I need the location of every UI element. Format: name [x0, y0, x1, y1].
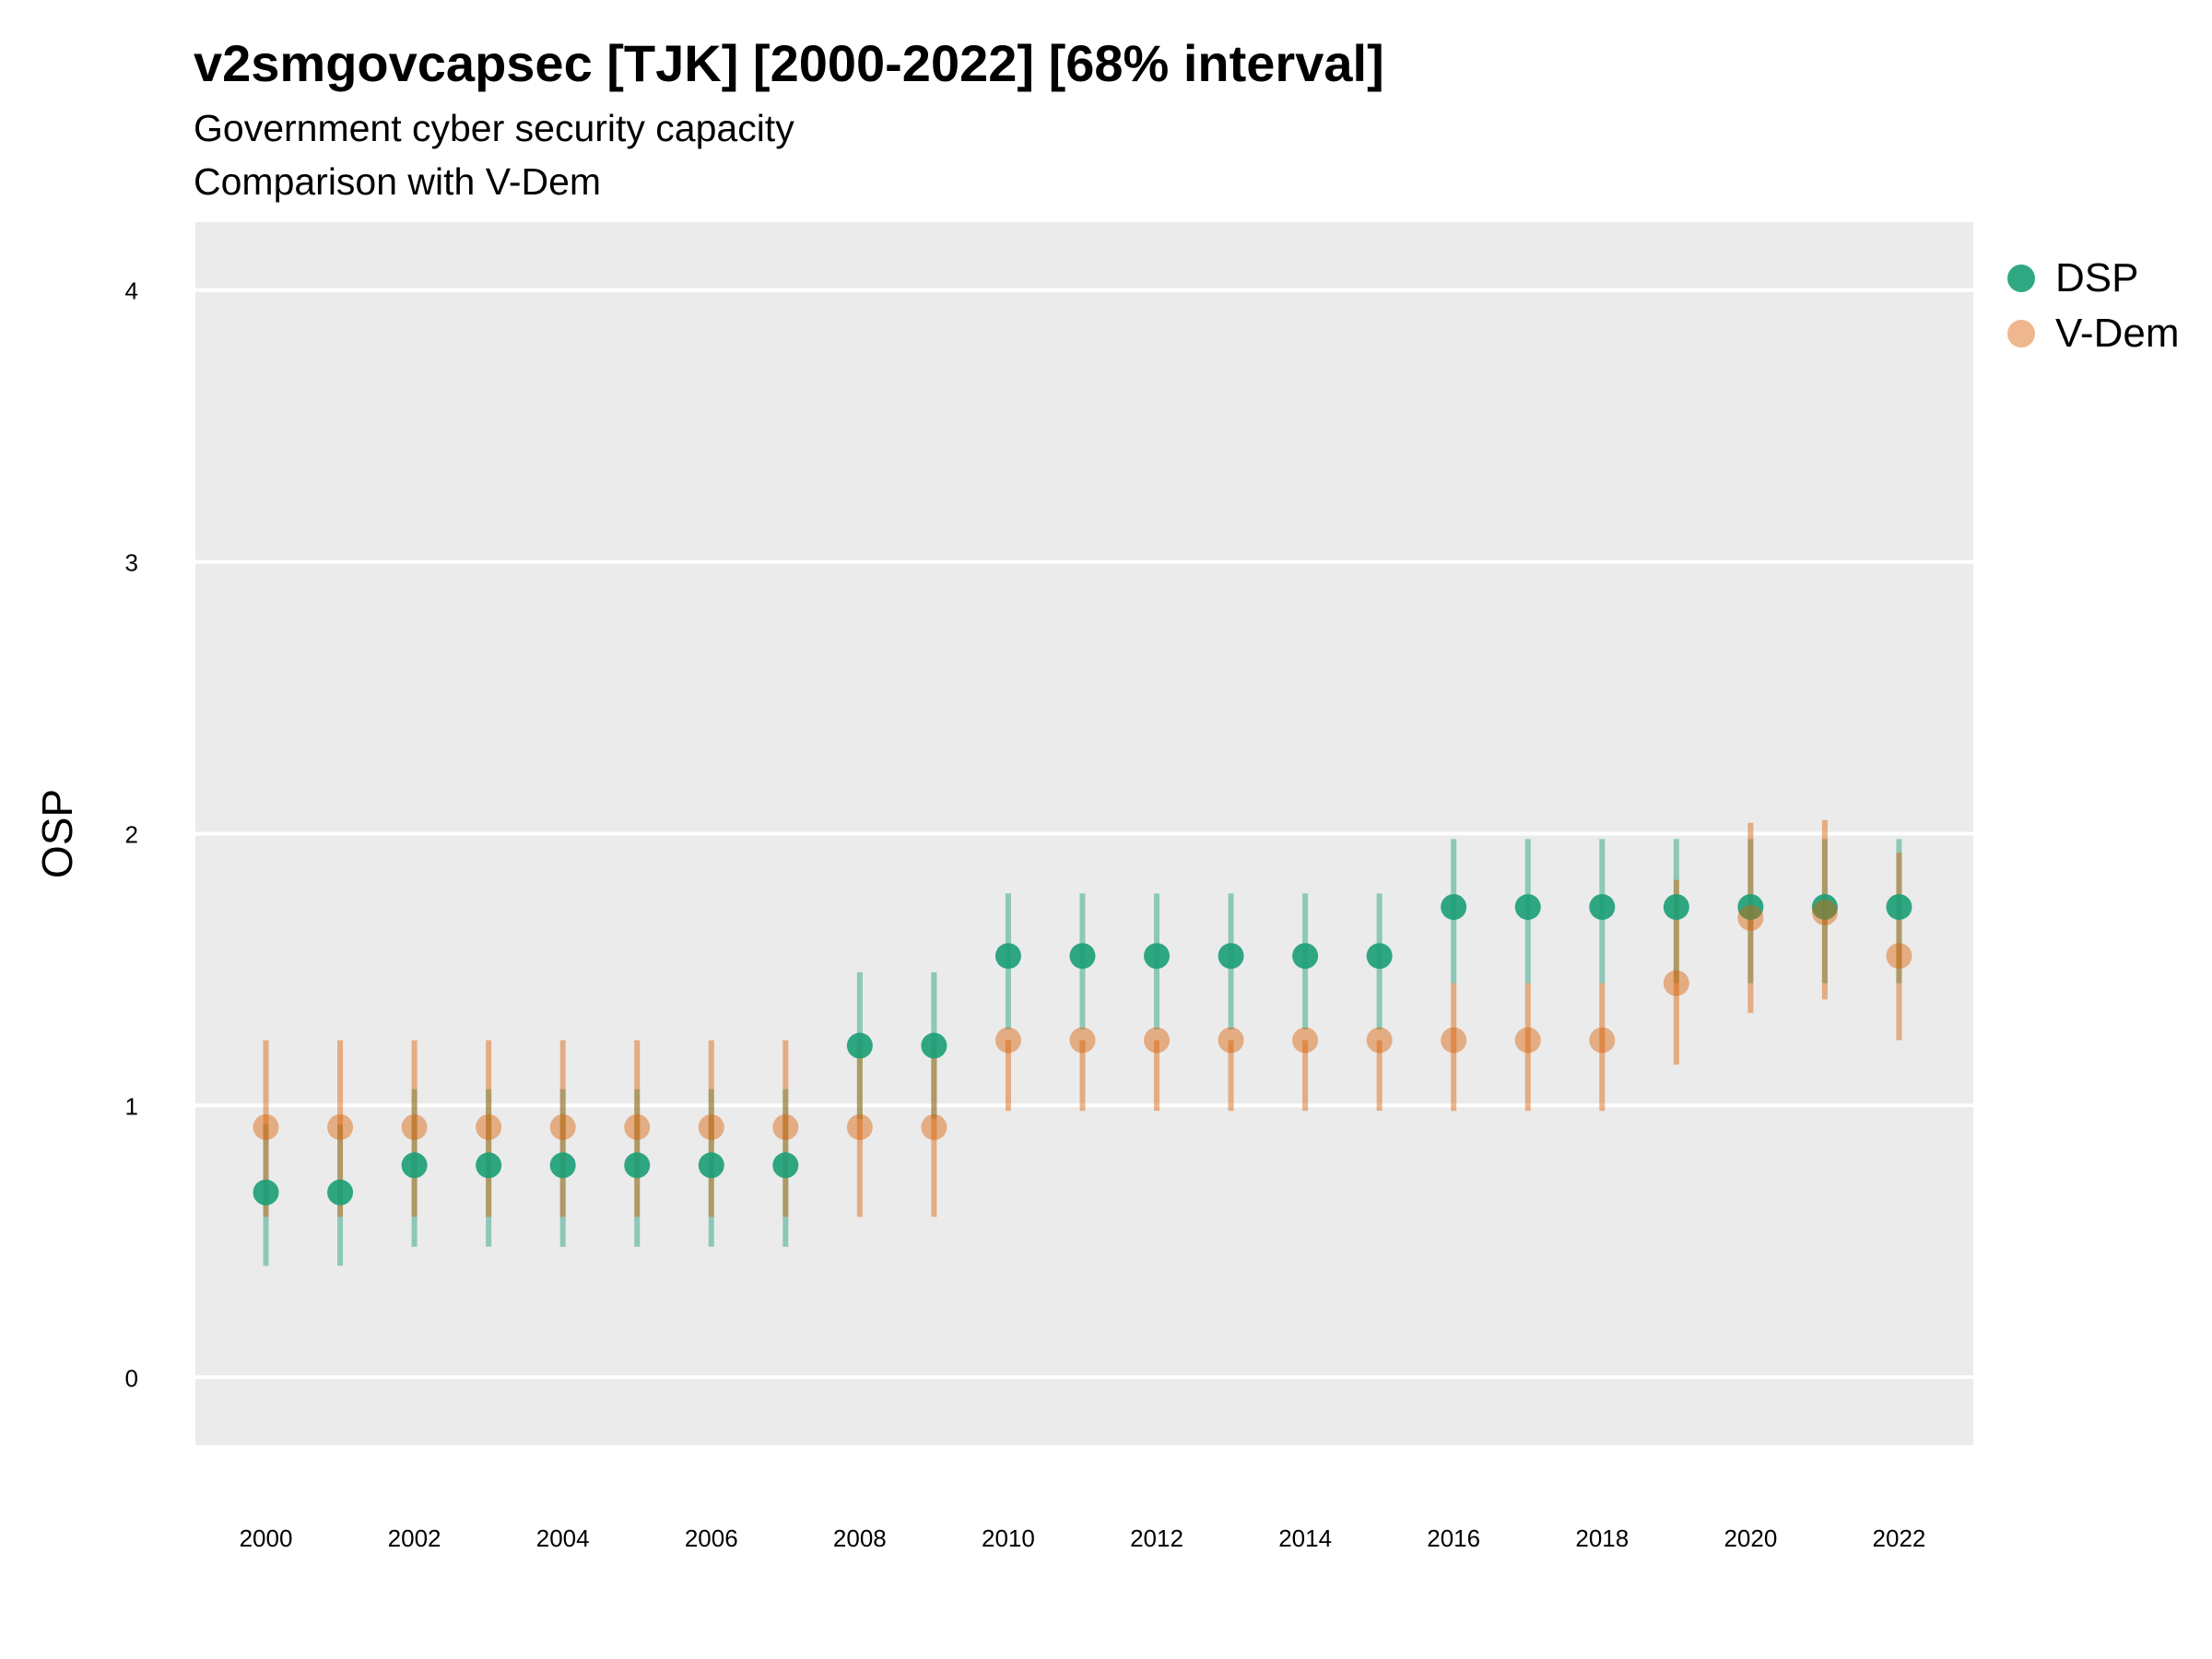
legend-key-vdem: [2007, 320, 2035, 347]
point-vdem: [476, 1113, 502, 1140]
point-vdem: [401, 1113, 428, 1140]
x-tick-label: 2002: [388, 1524, 441, 1552]
y-tick-label: 2: [125, 821, 138, 849]
point-dsp: [1886, 894, 1912, 921]
point-vdem: [846, 1113, 873, 1140]
point-dsp: [401, 1152, 428, 1179]
point-dsp: [846, 1032, 873, 1059]
x-tick-label: 2010: [982, 1524, 1035, 1552]
point-dsp: [1292, 943, 1319, 970]
point-vdem: [1811, 900, 1838, 926]
y-tick-label: 1: [125, 1092, 138, 1120]
point-vdem: [1144, 1027, 1171, 1053]
x-tick-label: 2006: [685, 1524, 738, 1552]
point-vdem: [1737, 904, 1764, 931]
x-tick-label: 2004: [536, 1524, 590, 1552]
legend-item-vdem: V-Dem: [2000, 306, 2179, 361]
x-tick-label: 2020: [1724, 1524, 1777, 1552]
x-tick-label: 2016: [1427, 1524, 1480, 1552]
point-vdem: [1218, 1027, 1244, 1053]
point-vdem: [1663, 970, 1689, 996]
point-vdem: [1292, 1027, 1319, 1053]
point-dsp: [772, 1152, 799, 1179]
legend-item-dsp: DSP: [2000, 251, 2179, 306]
x-tick-label: 2012: [1130, 1524, 1183, 1552]
legend-label-dsp: DSP: [2055, 255, 2139, 300]
point-dsp: [698, 1152, 724, 1179]
point-vdem: [698, 1113, 724, 1140]
point-vdem: [994, 1027, 1021, 1053]
y-tick-label: 4: [125, 277, 138, 305]
point-dsp: [253, 1179, 279, 1206]
y-tick-label: 0: [125, 1364, 138, 1392]
chart-subtitle-comparison: Comparison with V-Dem: [194, 160, 602, 203]
point-vdem: [253, 1113, 279, 1140]
point-vdem: [772, 1113, 799, 1140]
x-tick-label: 2018: [1575, 1524, 1629, 1552]
point-vdem: [327, 1113, 354, 1140]
point-dsp: [476, 1152, 502, 1179]
y-tick-label: 3: [125, 549, 138, 577]
point-dsp: [1366, 943, 1393, 970]
point-dsp: [327, 1179, 354, 1206]
point-dsp: [1218, 943, 1244, 970]
point-vdem: [1886, 943, 1912, 970]
chart-title: v2smgovcapsec [TJK] [2000-2022] [68% int…: [194, 34, 1384, 92]
point-vdem: [1069, 1027, 1096, 1053]
point-dsp: [1589, 894, 1616, 921]
point-vdem: [1441, 1027, 1467, 1053]
x-tick-label: 2008: [833, 1524, 887, 1552]
point-dsp: [1737, 894, 1764, 921]
point-dsp: [624, 1152, 651, 1179]
point-vdem: [921, 1113, 947, 1140]
legend-label-vdem: V-Dem: [2055, 311, 2180, 356]
point-dsp: [1514, 894, 1541, 921]
point-vdem: [1514, 1027, 1541, 1053]
point-dsp: [1441, 894, 1467, 921]
point-dsp: [1811, 894, 1838, 921]
x-tick-label: 2000: [240, 1524, 293, 1552]
y-axis-title: OSP: [33, 789, 81, 878]
point-dsp: [549, 1152, 576, 1179]
point-dsp: [1069, 943, 1096, 970]
point-dsp: [1144, 943, 1171, 970]
x-tick-label: 2014: [1278, 1524, 1332, 1552]
point-vdem: [1589, 1027, 1616, 1053]
point-dsp: [994, 943, 1021, 970]
legend-key-dsp: [2007, 265, 2035, 292]
chart-subtitle: Government cyber security capacity: [194, 107, 794, 149]
point-vdem: [624, 1113, 651, 1140]
point-dsp: [921, 1032, 947, 1059]
legend: DSP V-Dem: [2000, 251, 2179, 361]
point-vdem: [1366, 1027, 1393, 1053]
point-dsp: [1663, 894, 1689, 921]
x-tick-label: 2022: [1873, 1524, 1926, 1552]
point-vdem: [549, 1113, 576, 1140]
